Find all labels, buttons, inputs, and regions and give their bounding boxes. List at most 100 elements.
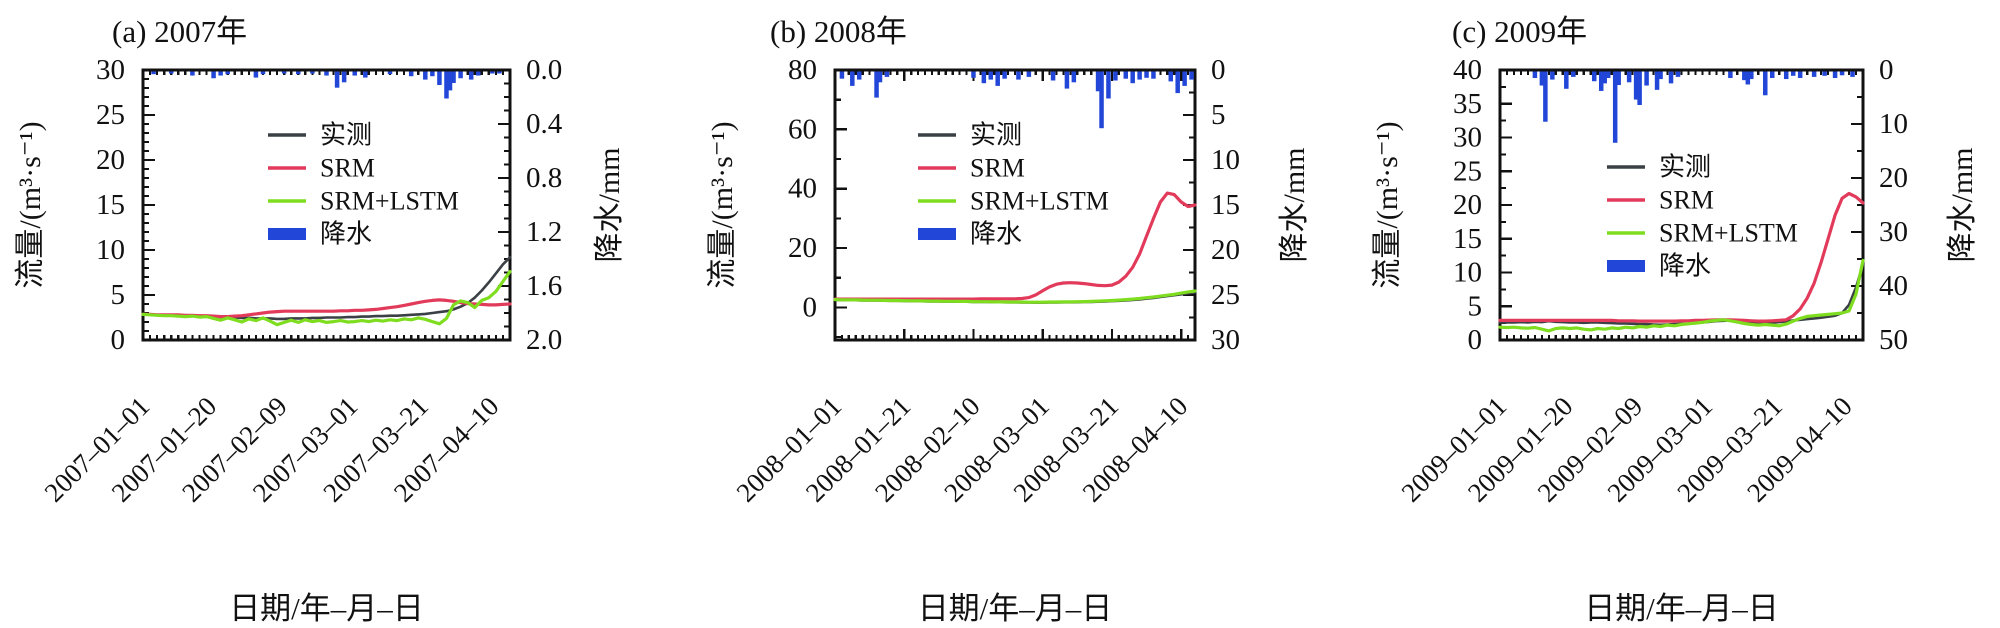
precip-tick-label: 20 — [1879, 162, 1908, 194]
precip-bar — [430, 71, 435, 77]
precip-tick-label: 30 — [1879, 216, 1908, 248]
precip-bar — [1822, 71, 1827, 76]
flow-tick-label: 15 — [1453, 223, 1482, 255]
flow-tick-label: 10 — [96, 234, 125, 266]
precip-bar — [884, 71, 890, 77]
precip-bar — [1591, 71, 1597, 82]
flow-tick-label: 35 — [1453, 88, 1482, 120]
precip-bar — [988, 71, 994, 80]
precip-bar — [408, 71, 414, 77]
legend-label-srm: SRM — [320, 154, 375, 183]
precip-bar — [1633, 71, 1639, 100]
precip-tick-label: 30 — [1211, 324, 1240, 356]
precip-bar — [1071, 71, 1077, 83]
legend-label-precip: 降水 — [320, 220, 372, 249]
precip-bar — [468, 71, 474, 80]
precip-bar — [1598, 71, 1604, 91]
precip-bar — [437, 71, 442, 85]
precip-bar — [1002, 71, 1007, 79]
precip-bar — [225, 71, 230, 75]
precip-bar — [1532, 71, 1538, 78]
precip-bar — [334, 71, 340, 88]
precip-bar — [1182, 71, 1187, 86]
flow-tick-label: 25 — [1453, 155, 1482, 187]
flow-tick-label: 0 — [1468, 324, 1483, 356]
precip-bar — [1745, 71, 1751, 85]
chart-title: (a) 2007年 — [112, 14, 248, 49]
legend-label-srm: SRM — [970, 154, 1025, 183]
legend-label-srm_lstm: SRM+LSTM — [1659, 219, 1798, 248]
legend-label-observed: 实测 — [1659, 153, 1711, 182]
precip-bar — [1839, 71, 1845, 76]
precip-bar — [1130, 71, 1135, 84]
precip-bar — [1064, 71, 1070, 89]
precip-tick-label: 0.8 — [526, 162, 562, 194]
precip-bar — [1571, 71, 1576, 77]
precip-bar — [1144, 71, 1149, 78]
flow-tick-label: 40 — [1453, 54, 1482, 86]
precip-bar — [1644, 71, 1649, 86]
precip-bar — [218, 71, 223, 76]
precip-bar — [1175, 71, 1180, 94]
precip-bar — [451, 71, 456, 83]
precip-bar — [1675, 71, 1681, 77]
flow-tick-label: 5 — [111, 279, 126, 311]
flow-tick-label: 40 — [788, 173, 817, 205]
precip-bar — [1783, 71, 1789, 80]
chart-title: (c) 2009年 — [1452, 14, 1588, 49]
legend-label-srm_lstm: SRM+LSTM — [970, 187, 1109, 216]
precip-bar — [981, 71, 987, 84]
precip-bar — [1550, 71, 1555, 80]
flow-tick-label: 30 — [1453, 122, 1482, 154]
precip-bar — [1026, 71, 1032, 77]
precip-bar — [151, 71, 156, 75]
precip-bar — [1668, 71, 1674, 84]
precip-bar — [1095, 71, 1101, 92]
legend-label-srm: SRM — [1659, 186, 1714, 215]
precip-bar — [1811, 71, 1817, 77]
precip-bar — [1797, 71, 1803, 78]
precip-bar — [1658, 71, 1663, 80]
flow-tick-label: 0 — [111, 324, 126, 356]
precip-bar — [490, 71, 495, 74]
legend-swatch-precip — [918, 228, 956, 240]
precip-bar — [444, 71, 449, 99]
precip-bar — [1616, 71, 1621, 85]
precip-bar — [1539, 71, 1545, 86]
precip-bar — [296, 71, 301, 75]
legend-swatch-precip — [1607, 260, 1645, 272]
flow-tick-label: 20 — [788, 232, 817, 264]
precip-bar — [423, 71, 428, 80]
legend-label-srm_lstm: SRM+LSTM — [320, 187, 459, 216]
flow-tick-label: 60 — [788, 113, 817, 145]
series-srm_lstm — [1498, 258, 1865, 333]
precip-tick-label: 2.0 — [526, 324, 562, 356]
precip-bar — [387, 71, 393, 75]
flow-tick-label: 5 — [1468, 290, 1483, 322]
precip-bar — [475, 71, 481, 76]
precip-bar — [324, 71, 329, 76]
precip-bar — [1168, 71, 1174, 82]
precip-bar — [458, 71, 463, 79]
precip-bar — [363, 71, 368, 78]
legend-swatch-precip — [268, 228, 306, 240]
precip-bar — [1763, 71, 1768, 96]
precip-bar — [1113, 71, 1118, 81]
flow-tick-label: 20 — [96, 144, 125, 176]
precip-bar — [1543, 71, 1548, 122]
precip-bar — [168, 71, 174, 74]
flow-tick-label: 15 — [96, 189, 125, 221]
precip-tick-label: 40 — [1879, 270, 1908, 302]
flow-tick-label: 10 — [1453, 257, 1482, 289]
precip-bar — [1637, 71, 1642, 105]
precip-tick-label: 15 — [1211, 189, 1240, 221]
precip-bar — [1850, 71, 1855, 77]
precip-bar — [1654, 71, 1660, 90]
precip-bar — [1770, 71, 1775, 78]
precip-bar — [839, 71, 845, 79]
series-srm — [1498, 191, 1865, 323]
precip-bar — [1050, 71, 1056, 81]
